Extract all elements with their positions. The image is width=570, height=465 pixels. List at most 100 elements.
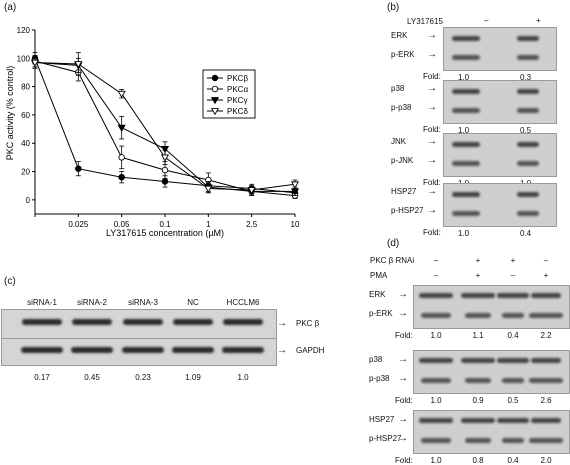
arrow-icon: → — [427, 30, 437, 41]
panel-b-label: (b) — [387, 2, 400, 13]
y-axis-label: PKC activity (% control) — [5, 66, 15, 161]
arrow-icon: → — [427, 102, 437, 113]
upper-band — [517, 36, 539, 41]
y-tick-label: 60 — [21, 111, 30, 120]
panel-a-label: (a) — [4, 2, 17, 13]
minus-sign: – — [484, 16, 489, 25]
series-1-point — [75, 165, 82, 172]
upper-band — [517, 142, 539, 147]
series-3-point — [117, 124, 126, 132]
panel-d-blot — [413, 285, 570, 329]
legend-label: PKCα — [227, 85, 248, 94]
blot-bottom-label: p-p38 — [369, 374, 390, 383]
series-3-point — [160, 146, 170, 154]
pma-label: PMA — [370, 271, 388, 280]
fold-value: 0.4 — [520, 229, 532, 238]
pkc-beta-label: PKC β — [296, 319, 320, 328]
arrow-icon: → — [398, 433, 408, 444]
panel-b-blot — [443, 27, 557, 71]
legend-label: PKCβ — [227, 74, 248, 83]
legend-marker — [211, 85, 219, 93]
y-tick-label: 20 — [21, 168, 30, 177]
legend-marker — [210, 97, 220, 105]
arrow-icon: → — [398, 289, 408, 300]
pma-sign: + — [475, 271, 481, 280]
pma-sign: – — [433, 271, 439, 280]
lower-band — [529, 438, 563, 443]
rnai-sign: – — [433, 256, 439, 265]
fold-value: 0.3 — [520, 73, 532, 82]
arrow-icon: → — [277, 345, 287, 356]
panel-d-blot — [413, 410, 570, 454]
x-tick-label: 0.1 — [159, 220, 171, 229]
plus-sign: + — [536, 16, 541, 25]
blot-top-label: JNK — [391, 137, 407, 146]
lower-band — [529, 378, 563, 383]
legend-label: PKCδ — [227, 107, 248, 116]
x-tick-label: 10 — [291, 220, 300, 229]
arrow-icon: → — [427, 186, 437, 197]
pkc-beta-band — [173, 319, 213, 325]
legend-marker — [210, 108, 220, 116]
fold-label: Fold: — [395, 396, 413, 405]
gapdh-band — [71, 347, 113, 353]
rnai-sign: + — [475, 256, 481, 265]
gapdh-label: GAPDH — [296, 346, 325, 355]
x-tick-label: 0.025 — [68, 220, 89, 229]
lane-label: siRNA-1 — [27, 298, 57, 307]
pma-sign: + — [543, 271, 549, 280]
lower-band — [517, 211, 539, 216]
panel-b-blot — [443, 183, 557, 227]
upper-band — [531, 293, 561, 298]
lower-band — [421, 313, 451, 318]
pkc-beta-band — [72, 319, 112, 325]
series-4-point — [290, 181, 300, 189]
series-1-point — [161, 178, 169, 185]
blot-bottom-label: p-ERK — [369, 309, 393, 318]
lower-band — [517, 108, 539, 113]
blot-top-label: p38 — [369, 355, 383, 364]
upper-band — [461, 418, 495, 423]
lower-band — [465, 378, 491, 383]
arrow-icon: → — [427, 136, 437, 147]
y-tick-label: 100 — [17, 54, 31, 63]
upper-band — [452, 89, 480, 94]
fold-value: 2.2 — [540, 331, 552, 340]
fold-label: Fold: — [423, 125, 441, 134]
blot-top-label: p38 — [391, 84, 405, 93]
upper-band — [461, 293, 495, 298]
lower-band — [421, 438, 451, 443]
arrow-icon: → — [427, 83, 437, 94]
y-tick-label: 80 — [21, 83, 30, 92]
fold-value: 0.9 — [472, 396, 484, 405]
blot-top-label: ERK — [391, 31, 408, 40]
pma-sign: – — [510, 271, 516, 280]
series-4-point — [247, 187, 256, 195]
fold-label: Fold: — [423, 178, 441, 187]
fold-label: Fold: — [395, 331, 413, 340]
fold-value: 1.0 — [430, 331, 442, 340]
gapdh-band — [21, 347, 63, 353]
y-tick-label: 40 — [21, 139, 30, 148]
lower-band — [452, 161, 480, 166]
series-2-point — [161, 166, 169, 174]
quant-value: 1.09 — [185, 373, 201, 382]
arrow-icon: → — [398, 373, 408, 384]
pkc-beta-band — [123, 319, 163, 325]
lower-band — [502, 313, 524, 318]
y-tick-label: 120 — [17, 26, 31, 35]
upper-band — [452, 192, 480, 197]
lane-label: HCCLM6 — [226, 298, 260, 307]
upper-band — [419, 293, 453, 298]
lower-band — [502, 438, 524, 443]
fold-value: 0.5 — [520, 126, 532, 135]
pkc-beta-band — [22, 319, 62, 325]
series-4-point — [30, 59, 40, 67]
arrow-icon: → — [427, 49, 437, 60]
ly317615-label: LY317615 — [407, 17, 443, 26]
upper-band — [497, 358, 529, 363]
x-tick-label: 2.5 — [246, 220, 258, 229]
series-4-point — [204, 185, 213, 193]
lower-band — [452, 211, 480, 216]
blot-top-label: ERK — [369, 290, 386, 299]
